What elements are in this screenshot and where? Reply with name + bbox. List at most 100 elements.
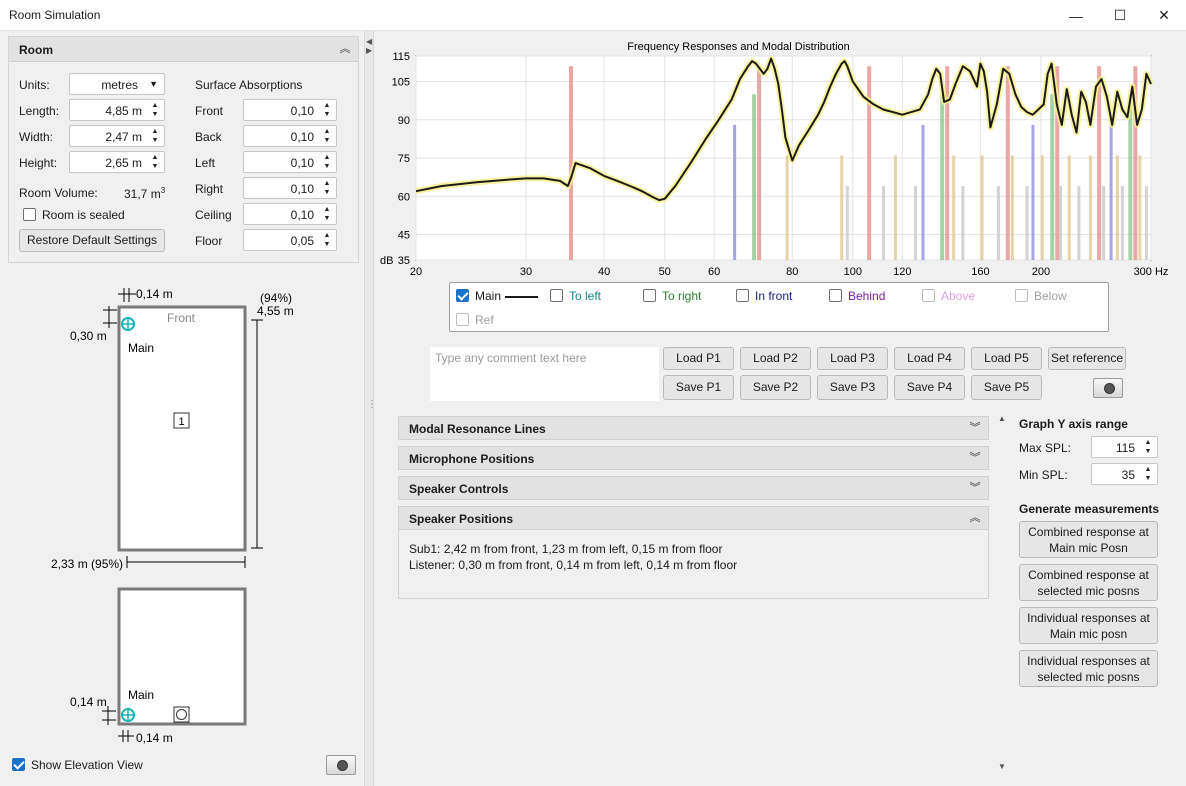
chevron-up-icon[interactable]: ︽	[969, 512, 981, 524]
chevron-down-icon[interactable]: ︾	[969, 482, 981, 494]
room-sealed-checkbox[interactable]	[23, 208, 36, 221]
legend-checkbox-in-front[interactable]	[736, 289, 749, 302]
modal-line	[1144, 186, 1148, 260]
load-p4-button[interactable]: Load P4	[894, 347, 965, 370]
modal-line	[1115, 155, 1119, 260]
width-spinner[interactable]: 2,47 m ▲ ▼	[69, 125, 165, 147]
length-spinner[interactable]: 4,85 m ▲ ▼	[69, 99, 165, 121]
surface-right-spinner[interactable]: 0,10 ▲ ▼	[243, 177, 337, 199]
legend-checkbox-to-right[interactable]	[643, 289, 656, 302]
modal-line	[568, 66, 573, 260]
legend-checkbox-ref[interactable]	[456, 313, 469, 326]
legend-checkbox-above[interactable]	[922, 289, 935, 302]
min-spl-spinner[interactable]: 35 ▲ ▼	[1091, 463, 1158, 485]
spinner-arrows-icon[interactable]: ▲ ▼	[323, 102, 331, 118]
spinner-arrows-icon[interactable]: ▲ ▼	[151, 154, 159, 170]
x-tick-label: 80	[786, 266, 798, 278]
camera-icon[interactable]	[326, 755, 356, 775]
restore-defaults-button[interactable]: Restore Default Settings	[19, 229, 165, 252]
surface-left-spinner[interactable]: 0,10 ▲ ▼	[243, 151, 337, 173]
surface-floor-spinner[interactable]: 0,05 ▲ ▼	[243, 229, 337, 251]
legend-checkbox-main[interactable]	[456, 289, 469, 302]
plan-right-dim: 4,55 m	[257, 304, 294, 318]
volume-label: Room Volume:	[19, 186, 98, 200]
spinner-arrows-icon[interactable]: ▲ ▼	[1144, 466, 1152, 482]
save-p5-button[interactable]: Save P5	[971, 375, 1042, 400]
units-select[interactable]: metres ▼	[69, 73, 165, 95]
spinner-arrows-icon[interactable]: ▲ ▼	[323, 128, 331, 144]
spinner-arrows-icon[interactable]: ▲ ▼	[323, 232, 331, 248]
legend-checkbox-below[interactable]	[1015, 289, 1028, 302]
generate-title: Generate measurements	[1019, 502, 1160, 516]
surface-front-spinner[interactable]: 0,10 ▲ ▼	[243, 99, 337, 121]
room-panel-header[interactable]: Room ︽	[9, 37, 358, 62]
sections-scrollbar[interactable]: ▲ ▼	[998, 414, 1006, 771]
surface-ceiling-spinner[interactable]: 0,10 ▲ ▼	[243, 203, 337, 225]
modal-line	[845, 186, 849, 260]
plan-top-dim: 0,14 m	[136, 287, 173, 301]
camera-icon[interactable]	[1093, 378, 1123, 398]
x-tick-label: 160	[971, 266, 989, 278]
x-tick-label: 300 Hz	[1134, 266, 1169, 278]
close-button[interactable]: ✕	[1158, 7, 1170, 23]
load-p3-button[interactable]: Load P3	[817, 347, 888, 370]
load-p2-button[interactable]: Load P2	[740, 347, 811, 370]
generate-button-1[interactable]: Combined response at Main mic Posn	[1019, 521, 1158, 558]
speaker-controls-section-header[interactable]: Speaker Controls ︾	[398, 476, 989, 500]
spinner-arrows-icon[interactable]: ▲ ▼	[1144, 439, 1152, 455]
chevron-down-icon[interactable]: ︾	[969, 422, 981, 434]
mic-positions-section-header[interactable]: Microphone Positions ︾	[398, 446, 989, 470]
generate-button-2[interactable]: Combined response at selected mic posns	[1019, 564, 1158, 601]
generate-button-3[interactable]: Individual responses at Main mic posn	[1019, 607, 1158, 644]
modal-line	[980, 155, 984, 260]
y-tick-label: 75	[398, 153, 410, 165]
x-tick-label: 60	[708, 266, 720, 278]
height-spinner[interactable]: 2,65 m ▲ ▼	[69, 151, 165, 173]
comment-textarea[interactable]: Type any comment text here	[430, 347, 659, 401]
spinner-arrows-icon[interactable]: ▲ ▼	[151, 128, 159, 144]
pane-splitter[interactable]: ◀ ▶ ⋮	[364, 31, 377, 786]
modal-line	[1031, 124, 1035, 260]
y-tick-label: 35	[398, 255, 410, 267]
modal-line	[1088, 155, 1092, 260]
spinner-arrows-icon[interactable]: ▲ ▼	[323, 154, 331, 170]
maximize-button[interactable]: ☐	[1113, 7, 1127, 23]
set-reference-button[interactable]: Set reference	[1048, 347, 1126, 370]
modal-line	[952, 155, 956, 260]
surface-back-spinner[interactable]: 0,10 ▲ ▼	[243, 125, 337, 147]
surface-value: 0,05	[290, 234, 314, 248]
save-p2-button[interactable]: Save P2	[740, 375, 811, 400]
save-p4-button[interactable]: Save P4	[894, 375, 965, 400]
load-p5-button[interactable]: Load P5	[971, 347, 1042, 370]
frequency-response-chart[interactable]: 35 45 60 75 90 105 115 20 30 40 50 60 80 100 120 160 200…	[376, 36, 1186, 280]
spinner-arrows-icon[interactable]: ▲ ▼	[323, 206, 331, 222]
chevron-up-icon[interactable]: ︽	[339, 43, 351, 55]
plan-front-label: Front	[167, 311, 196, 325]
plan-bottom-dim: 2,33 m (95%)	[51, 557, 123, 571]
legend-checkbox-to-left[interactable]	[550, 289, 563, 302]
generate-button-4[interactable]: Individual responses at selected mic posn…	[1019, 650, 1158, 687]
minimize-button[interactable]: —	[1069, 7, 1083, 24]
speaker-positions-section-header[interactable]: Speaker Positions ︽	[398, 506, 989, 530]
min-spl-label: Min SPL:	[1019, 468, 1068, 482]
spinner-arrows-icon[interactable]: ▲ ▼	[151, 102, 159, 118]
max-spl-spinner[interactable]: 115 ▲ ▼	[1091, 436, 1158, 458]
spinner-arrows-icon[interactable]: ▲ ▼	[323, 180, 331, 196]
load-p1-button[interactable]: Load P1	[663, 347, 734, 370]
legend-checkbox-behind[interactable]	[829, 289, 842, 302]
room-plan-view[interactable]: 1 0,14 m (94%) 4,55 m 0,30 m Front Main …	[40, 280, 360, 580]
surface-right-label: Right	[195, 182, 224, 196]
room-sealed-label: Room is sealed	[42, 208, 125, 222]
surface-floor-label: Floor	[195, 234, 223, 248]
modal-line	[1010, 155, 1014, 260]
speaker-positions-body: Sub1: 2,42 m from front, 1,23 m from lef…	[398, 530, 989, 599]
room-elevation-view[interactable]: Main 0,14 m 0,14 m	[60, 582, 260, 748]
show-elevation-checkbox[interactable]	[12, 758, 25, 771]
save-p1-button[interactable]: Save P1	[663, 375, 734, 400]
speaker-controls-title: Speaker Controls	[409, 482, 509, 496]
save-p3-button[interactable]: Save P3	[817, 375, 888, 400]
modal-lines-section-header[interactable]: Modal Resonance Lines ︾	[398, 416, 989, 440]
modal-line	[840, 155, 844, 260]
window-title: Room Simulation	[9, 8, 101, 22]
chevron-down-icon[interactable]: ︾	[969, 452, 981, 464]
